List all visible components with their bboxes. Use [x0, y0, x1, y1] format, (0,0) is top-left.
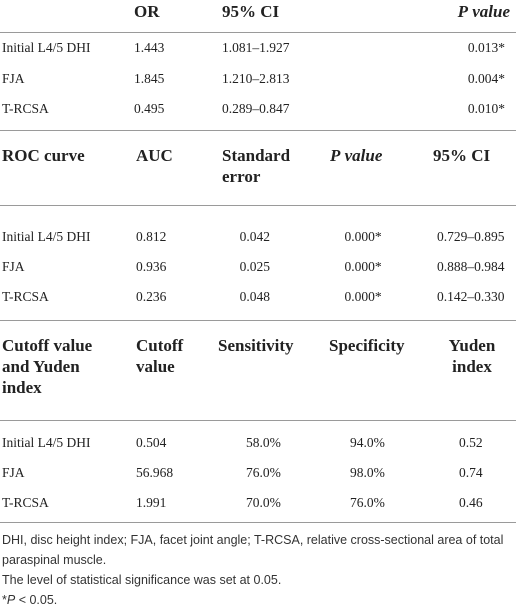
cell-value: 1.991: [136, 495, 167, 510]
text-part: value: [472, 2, 510, 21]
cell-value: 0.025: [239, 259, 270, 274]
footnote: *P < 0.05.: [2, 590, 507, 607]
cell-value: 98.0%: [350, 465, 385, 480]
cell-value: 0.000*: [344, 289, 382, 304]
cell-value: 56.968: [136, 465, 174, 480]
cell-value: 0.010*: [467, 101, 505, 116]
cell-value: 0.812: [136, 229, 167, 244]
cell-value: 58.0%: [246, 435, 281, 450]
text-part: *: [2, 593, 7, 607]
row-label: T-RCSA: [2, 289, 49, 304]
cell-value: 0.74: [459, 465, 483, 480]
text-part: P: [6, 593, 16, 607]
column-header: 95% CI: [222, 2, 280, 21]
cell-value: 1.845: [134, 71, 165, 86]
column-header: Cutoff value: [136, 336, 184, 376]
cell-value: 0.504: [136, 435, 167, 450]
row-label: T-RCSA: [2, 495, 49, 510]
rule: [0, 32, 516, 33]
text-part: P: [457, 2, 468, 21]
text-part: P: [330, 146, 341, 165]
cell-value: 0.042: [239, 229, 270, 244]
cell-value: 0.289–0.847: [222, 101, 290, 116]
cell-value: 0.013*: [467, 40, 505, 55]
column-header: 95% CI: [433, 146, 491, 165]
rule: [0, 522, 516, 523]
column-header: Sensitivity: [218, 336, 294, 355]
cell-value: 76.0%: [246, 465, 281, 480]
cell-value: 0.936: [136, 259, 167, 274]
row-label: Initial L4/5 DHI: [2, 40, 91, 55]
cell-value: 0.46: [459, 495, 483, 510]
row-label: T-RCSA: [2, 101, 49, 116]
cell-value: 0.000*: [344, 229, 382, 244]
row-label: FJA: [2, 465, 25, 480]
column-header: ROC curve: [2, 146, 85, 165]
rule: [0, 320, 516, 321]
cell-value: 70.0%: [246, 495, 281, 510]
column-header: OR: [134, 2, 160, 21]
column-header: AUC: [136, 146, 173, 165]
text-part: value: [344, 146, 383, 165]
column-header: P value: [410, 1, 510, 22]
cell-value: 0.000*: [344, 259, 382, 274]
cell-value: 0.495: [134, 101, 165, 116]
cell-value: 0.004*: [467, 71, 505, 86]
column-header: Specificity: [329, 336, 405, 355]
cell-value: 0.888–0.984: [437, 259, 505, 274]
footnote: The level of statistical significance wa…: [2, 573, 282, 587]
cell-value: 0.52: [459, 435, 483, 450]
cell-value: 94.0%: [350, 435, 385, 450]
cell-value: 0.236: [136, 289, 167, 304]
footnote: DHI, disc height index; FJA, facet joint…: [2, 533, 504, 567]
cell-value: 1.210–2.813: [222, 71, 290, 86]
cell-value: 1.081–1.927: [222, 40, 290, 55]
row-label: Initial L4/5 DHI: [2, 435, 91, 450]
rule: [0, 205, 516, 206]
column-header: P value: [330, 145, 382, 166]
row-label: FJA: [2, 259, 25, 274]
cell-value: 0.048: [239, 289, 270, 304]
column-header: Standard error: [222, 146, 291, 186]
cell-value: 0.729–0.895: [437, 229, 505, 244]
rule: [0, 420, 516, 421]
column-header: Yuden index: [448, 336, 496, 376]
cell-value: 1.443: [134, 40, 165, 55]
cell-value: 76.0%: [350, 495, 385, 510]
rule: [0, 130, 516, 131]
row-label: FJA: [2, 71, 25, 86]
row-label: Initial L4/5 DHI: [2, 229, 91, 244]
cell-value: 0.142–0.330: [437, 289, 505, 304]
column-header: Cutoff value and Yuden index: [2, 336, 93, 397]
text-part: < 0.05.: [18, 593, 58, 607]
